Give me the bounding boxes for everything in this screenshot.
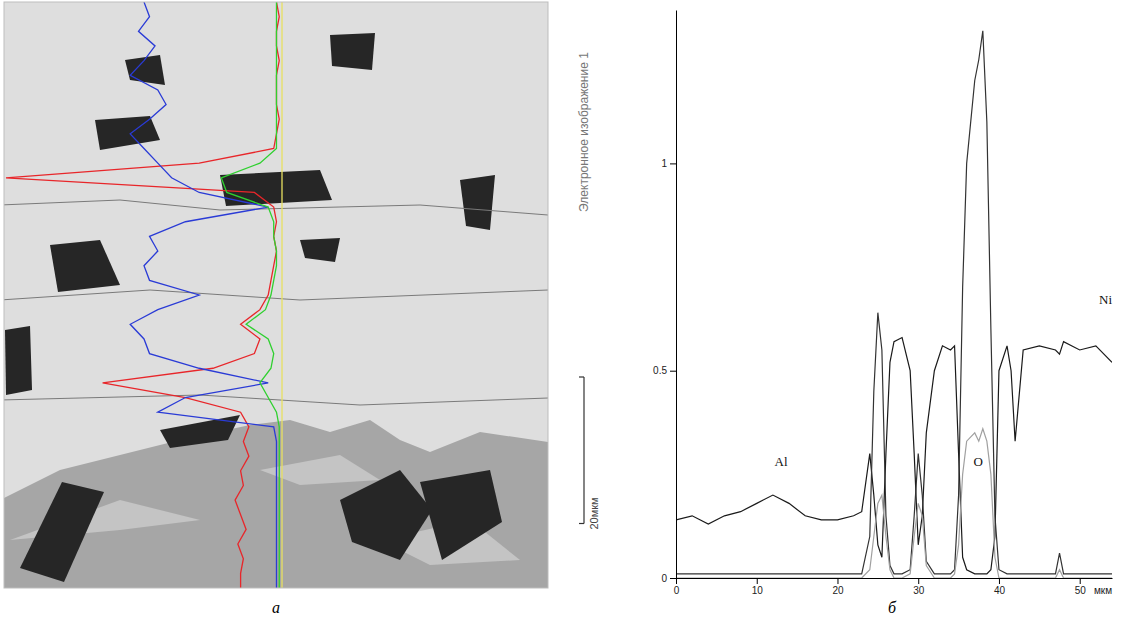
pore — [460, 175, 495, 230]
y-tick-label: 0 — [661, 573, 667, 584]
figure: Электронное изображение 120мкма010203040… — [0, 0, 1124, 619]
crack — [4, 200, 548, 215]
panel-letter: б — [888, 599, 897, 616]
x-tick: 50 — [1075, 578, 1087, 596]
panel-b: 0102030405000.51мкмNiAlOб — [653, 11, 1112, 617]
pore — [5, 326, 32, 395]
image-caption: Электронное изображение 1 — [577, 52, 591, 212]
series-label: Al — [775, 454, 788, 469]
profile-line — [676, 31, 1112, 574]
x-axis-line — [677, 578, 1113, 579]
x-tick-label: 10 — [752, 585, 764, 596]
scale-bar-line — [583, 377, 584, 524]
phase-streak — [260, 455, 380, 485]
x-tick: 0 — [674, 578, 680, 596]
y-axis-line — [676, 11, 677, 579]
scale-bar: 20мкм — [579, 377, 600, 530]
profile-line — [130, 2, 276, 588]
profile-line — [6, 2, 279, 588]
y-tick-mark — [670, 578, 676, 579]
x-tick: 10 — [752, 578, 764, 596]
y-tick: 1 — [661, 158, 676, 169]
pore — [330, 33, 375, 70]
scale-bar-label: 20мкм — [588, 497, 600, 529]
pore — [420, 470, 502, 560]
profile-lines — [676, 31, 1112, 578]
panel-a: Электронное изображение 1 20мкм а — [0, 2, 600, 616]
y-axis: 00.51 — [653, 11, 676, 584]
profile-line — [676, 429, 1112, 578]
x-tick-label: 40 — [994, 585, 1006, 596]
x-tick: 40 — [994, 578, 1006, 596]
x-tick-label: 0 — [674, 585, 680, 596]
y-tick: 0.5 — [653, 365, 676, 376]
pore — [340, 470, 432, 560]
y-tick-mark — [670, 163, 676, 164]
x-tick-mark — [999, 578, 1000, 584]
profile-line — [281, 2, 282, 588]
y-tick-label: 0.5 — [653, 365, 667, 376]
x-tick-label: 50 — [1075, 585, 1087, 596]
scale-bar-end — [579, 376, 584, 377]
x-tick-mark — [757, 578, 758, 584]
x-axis-title: мкм — [1094, 585, 1112, 596]
x-tick: 20 — [832, 578, 844, 596]
x-tick-mark — [676, 578, 677, 584]
pore — [50, 240, 120, 292]
x-tick-label: 20 — [832, 585, 844, 596]
scale-bar-end — [579, 523, 584, 524]
x-axis: 0 10 20 30 40 50 — [674, 578, 1113, 596]
pore — [20, 482, 104, 582]
series-label: Ni — [1099, 292, 1112, 307]
x-tick-label: 30 — [913, 585, 925, 596]
y-tick-mark — [670, 371, 676, 372]
x-tick: 30 — [913, 578, 925, 596]
image-frame — [4, 2, 548, 588]
micrograph — [4, 2, 548, 588]
crack — [4, 395, 548, 405]
profile-line — [221, 2, 279, 588]
x-tick-mark — [1080, 578, 1081, 584]
micrograph-ground — [4, 2, 548, 588]
panel-letter: а — [272, 599, 280, 616]
profile-line — [676, 338, 1112, 574]
profiles — [6, 2, 282, 588]
x-tick-mark — [837, 578, 838, 584]
pore — [160, 415, 240, 448]
y-tick: 0 — [661, 573, 676, 584]
figure-svg: Электронное изображение 120мкма010203040… — [0, 0, 1124, 619]
x-tick-mark — [918, 578, 919, 584]
crack — [4, 290, 548, 300]
y-tick-label: 1 — [661, 158, 667, 169]
series-label: O — [973, 454, 982, 469]
pore — [300, 238, 340, 262]
pore — [95, 116, 160, 150]
